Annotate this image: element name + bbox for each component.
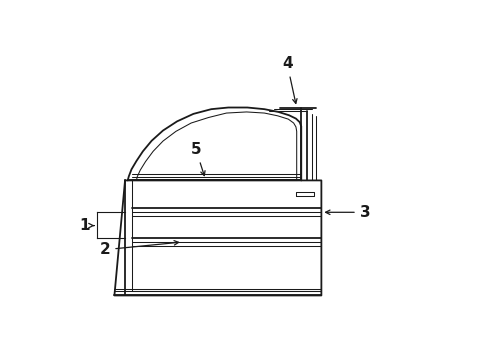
Text: 4: 4 xyxy=(282,57,297,103)
Text: 2: 2 xyxy=(99,240,179,257)
Text: 5: 5 xyxy=(191,143,205,176)
Text: 3: 3 xyxy=(325,205,370,220)
Text: 1: 1 xyxy=(79,218,90,233)
